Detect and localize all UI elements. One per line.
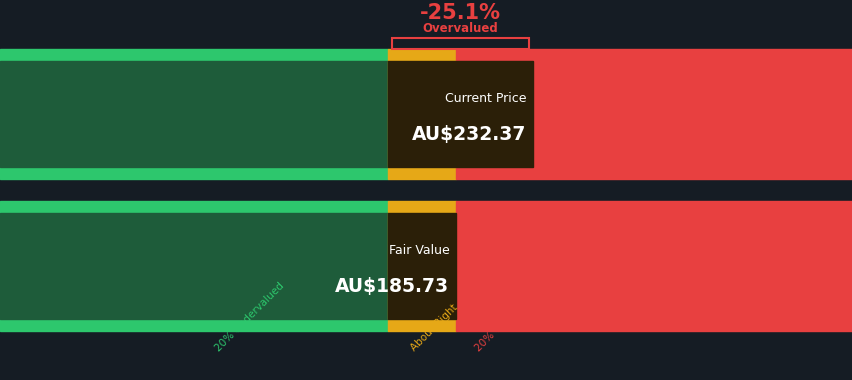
- Text: Fair Value: Fair Value: [389, 244, 449, 257]
- Bar: [456, 213, 852, 319]
- Bar: [388, 61, 456, 167]
- Text: -25.1%: -25.1%: [420, 3, 500, 23]
- Text: 20% Overvalued: 20% Overvalued: [473, 285, 541, 353]
- Text: AU$232.37: AU$232.37: [412, 125, 526, 144]
- Bar: [388, 213, 456, 319]
- Text: AU$185.73: AU$185.73: [335, 277, 449, 296]
- Bar: [388, 61, 532, 167]
- Bar: [456, 201, 852, 213]
- Bar: [456, 61, 852, 167]
- Bar: [0, 167, 388, 179]
- Text: Current Price: Current Price: [444, 92, 526, 105]
- Text: Overvalued: Overvalued: [423, 22, 498, 35]
- Bar: [388, 167, 456, 179]
- Text: 20% Undervalued: 20% Undervalued: [213, 281, 286, 353]
- Bar: [456, 49, 852, 61]
- Bar: [388, 319, 456, 331]
- Bar: [0, 49, 388, 61]
- Bar: [0, 61, 388, 167]
- Bar: [388, 213, 456, 319]
- Text: About Right: About Right: [408, 303, 458, 353]
- Bar: [0, 213, 388, 319]
- Bar: [456, 167, 852, 179]
- Bar: [0, 201, 388, 213]
- Bar: [392, 38, 528, 49]
- Bar: [0, 319, 388, 331]
- Bar: [388, 49, 456, 61]
- Bar: [388, 201, 456, 213]
- Bar: [456, 319, 852, 331]
